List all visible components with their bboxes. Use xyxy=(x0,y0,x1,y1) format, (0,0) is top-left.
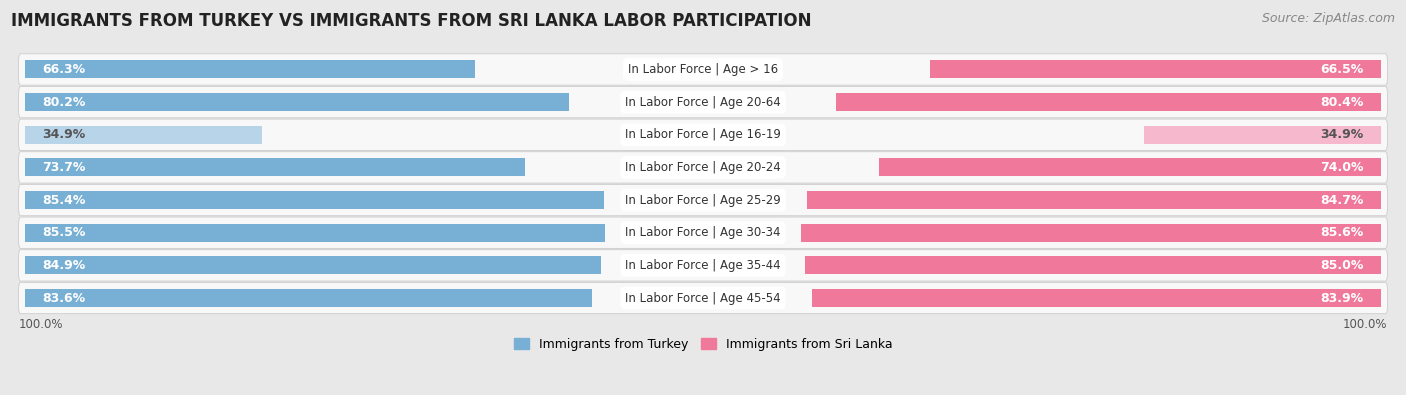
Bar xyxy=(807,191,1381,209)
Text: 73.7%: 73.7% xyxy=(42,161,86,174)
Bar xyxy=(25,93,569,111)
FancyBboxPatch shape xyxy=(18,217,1388,248)
FancyBboxPatch shape xyxy=(18,152,1388,183)
Text: 100.0%: 100.0% xyxy=(18,318,63,331)
Text: 85.4%: 85.4% xyxy=(42,194,86,207)
Bar xyxy=(1144,126,1381,144)
Bar xyxy=(879,158,1381,177)
Text: In Labor Force | Age 20-24: In Labor Force | Age 20-24 xyxy=(626,161,780,174)
FancyBboxPatch shape xyxy=(18,250,1388,281)
Text: 66.5%: 66.5% xyxy=(1320,63,1364,76)
Text: In Labor Force | Age 25-29: In Labor Force | Age 25-29 xyxy=(626,194,780,207)
FancyBboxPatch shape xyxy=(18,119,1388,150)
Bar xyxy=(813,289,1381,307)
Bar xyxy=(25,126,262,144)
Text: 83.6%: 83.6% xyxy=(42,292,86,305)
Text: 85.5%: 85.5% xyxy=(42,226,86,239)
Text: 80.4%: 80.4% xyxy=(1320,96,1364,109)
Text: In Labor Force | Age 20-64: In Labor Force | Age 20-64 xyxy=(626,96,780,109)
FancyBboxPatch shape xyxy=(18,87,1388,118)
Text: In Labor Force | Age 45-54: In Labor Force | Age 45-54 xyxy=(626,292,780,305)
Text: 85.0%: 85.0% xyxy=(1320,259,1364,272)
Text: IMMIGRANTS FROM TURKEY VS IMMIGRANTS FROM SRI LANKA LABOR PARTICIPATION: IMMIGRANTS FROM TURKEY VS IMMIGRANTS FRO… xyxy=(11,12,811,30)
Bar xyxy=(804,256,1381,275)
Bar xyxy=(800,224,1381,242)
Bar xyxy=(929,60,1381,79)
Text: 100.0%: 100.0% xyxy=(1343,318,1388,331)
FancyBboxPatch shape xyxy=(18,282,1388,314)
Text: 80.2%: 80.2% xyxy=(42,96,86,109)
Bar xyxy=(835,93,1381,111)
Legend: Immigrants from Turkey, Immigrants from Sri Lanka: Immigrants from Turkey, Immigrants from … xyxy=(509,333,897,356)
FancyBboxPatch shape xyxy=(18,184,1388,216)
Text: In Labor Force | Age 16-19: In Labor Force | Age 16-19 xyxy=(626,128,780,141)
Bar xyxy=(25,289,592,307)
Bar xyxy=(25,158,524,177)
Bar xyxy=(25,191,605,209)
Text: 85.6%: 85.6% xyxy=(1320,226,1364,239)
Text: 34.9%: 34.9% xyxy=(42,128,86,141)
Text: 83.9%: 83.9% xyxy=(1320,292,1364,305)
Text: 66.3%: 66.3% xyxy=(42,63,86,76)
Text: In Labor Force | Age 30-34: In Labor Force | Age 30-34 xyxy=(626,226,780,239)
Text: 74.0%: 74.0% xyxy=(1320,161,1364,174)
FancyBboxPatch shape xyxy=(18,54,1388,85)
Bar xyxy=(25,256,600,275)
Text: In Labor Force | Age > 16: In Labor Force | Age > 16 xyxy=(628,63,778,76)
Text: 84.7%: 84.7% xyxy=(1320,194,1364,207)
Text: 34.9%: 34.9% xyxy=(1320,128,1364,141)
Text: Source: ZipAtlas.com: Source: ZipAtlas.com xyxy=(1261,12,1395,25)
Bar xyxy=(25,224,605,242)
Text: 84.9%: 84.9% xyxy=(42,259,86,272)
Text: In Labor Force | Age 35-44: In Labor Force | Age 35-44 xyxy=(626,259,780,272)
Bar xyxy=(25,60,475,79)
